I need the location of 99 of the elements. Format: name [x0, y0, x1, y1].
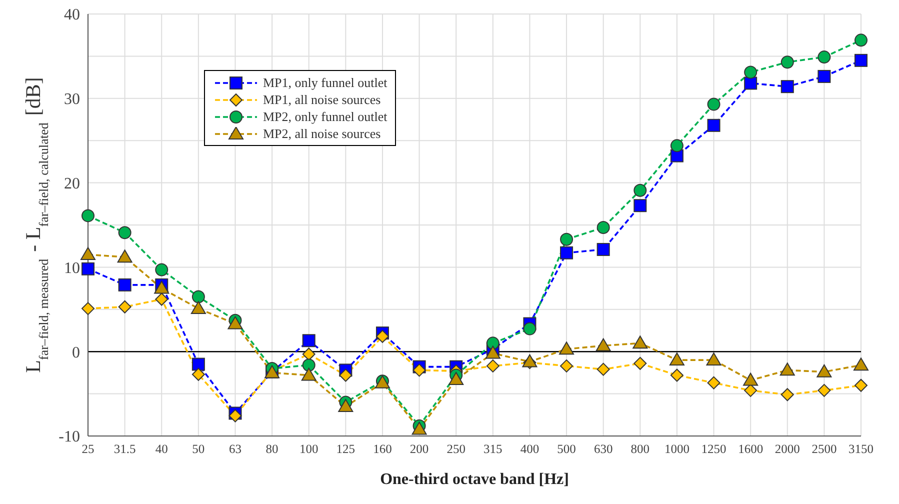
point [118, 226, 132, 240]
point [816, 364, 832, 378]
x-tick-label: 400 [520, 442, 540, 456]
point [118, 278, 132, 292]
point [743, 372, 758, 386]
x-tick-label: 630 [594, 442, 613, 456]
x-tick-label: 1250 [701, 442, 726, 456]
point [707, 98, 720, 111]
point [596, 362, 610, 376]
point [486, 336, 500, 350]
point [706, 352, 722, 366]
y-tick-label: 20 [64, 175, 80, 192]
point [190, 301, 206, 314]
x-tick-label: 2000 [774, 442, 800, 456]
legend-label: MP1, only funnel outlet [263, 74, 388, 91]
point [117, 250, 132, 263]
x-tick-label: 25 [82, 442, 94, 456]
point [780, 56, 794, 69]
point [818, 50, 831, 64]
point [744, 66, 758, 79]
point [523, 322, 536, 336]
x-tick-label: 315 [484, 442, 502, 456]
x-tick-label: 50 [192, 442, 205, 456]
point [82, 262, 94, 276]
point [596, 242, 610, 256]
y-tick-label: 0 [72, 344, 80, 362]
y-tick-label: 10 [64, 260, 80, 277]
point [596, 338, 611, 352]
point [485, 346, 500, 359]
point [155, 263, 168, 276]
point [560, 246, 574, 260]
point [302, 348, 316, 361]
point [780, 362, 795, 376]
point [780, 80, 794, 94]
point [412, 364, 426, 377]
point [228, 409, 242, 422]
x-tick-label: 100 [299, 442, 318, 456]
point [192, 358, 205, 371]
point [818, 70, 831, 83]
point [780, 388, 794, 402]
x-tick-label: 160 [373, 442, 392, 456]
point [302, 334, 316, 348]
point [744, 384, 758, 397]
point [744, 76, 758, 90]
point [560, 359, 574, 372]
x-tick-label: 80 [266, 442, 278, 456]
legend-label: MP2, only funnel outlet [263, 108, 388, 125]
point [338, 398, 354, 412]
point [854, 358, 868, 371]
point [376, 330, 389, 343]
x-tick-label: 63 [228, 442, 242, 456]
y-tick-label: 30 [64, 91, 80, 108]
point [670, 139, 684, 152]
point [632, 336, 648, 349]
point [634, 199, 647, 212]
x-tick-label: 500 [557, 442, 576, 456]
legend-label: MP2, all noise sources [263, 125, 381, 142]
point [80, 247, 96, 260]
point [302, 358, 316, 372]
point [854, 54, 868, 67]
x-tick-label: 125 [336, 442, 356, 456]
x-tick-label: 40 [155, 442, 168, 456]
point [192, 290, 205, 304]
point [596, 221, 610, 234]
x-tick-label: 1000 [664, 442, 690, 456]
point [118, 300, 132, 314]
x-tick-label: 31.5 [114, 442, 136, 456]
point [707, 376, 720, 390]
x-tick-label: 200 [410, 442, 429, 456]
point [228, 316, 243, 330]
point [154, 280, 170, 294]
point [560, 232, 574, 246]
point [301, 368, 316, 381]
y-tick-label: 40 [64, 6, 80, 24]
point [670, 368, 684, 382]
point [82, 209, 94, 222]
legend-label: MP1, all noise sources [263, 91, 381, 108]
x-tick-label: 250 [446, 442, 466, 456]
point [82, 302, 94, 316]
point [634, 184, 647, 197]
x-tick-label: 2500 [812, 442, 837, 456]
x-axis-title: One-third octave band [Hz] [380, 471, 569, 488]
point [155, 292, 168, 306]
point [854, 34, 868, 47]
point [412, 422, 427, 435]
point [707, 118, 720, 132]
point [448, 372, 464, 385]
x-tick-label: 800 [630, 442, 650, 456]
point [854, 378, 868, 392]
point [669, 352, 684, 366]
x-tick-label: 3150 [848, 442, 874, 456]
point [559, 342, 574, 355]
point [634, 356, 647, 370]
point [486, 359, 500, 372]
x-tick-label: 1600 [738, 442, 764, 456]
point [339, 368, 352, 382]
point [818, 384, 831, 397]
point [192, 368, 205, 381]
y-tick-label: -10 [58, 428, 80, 446]
